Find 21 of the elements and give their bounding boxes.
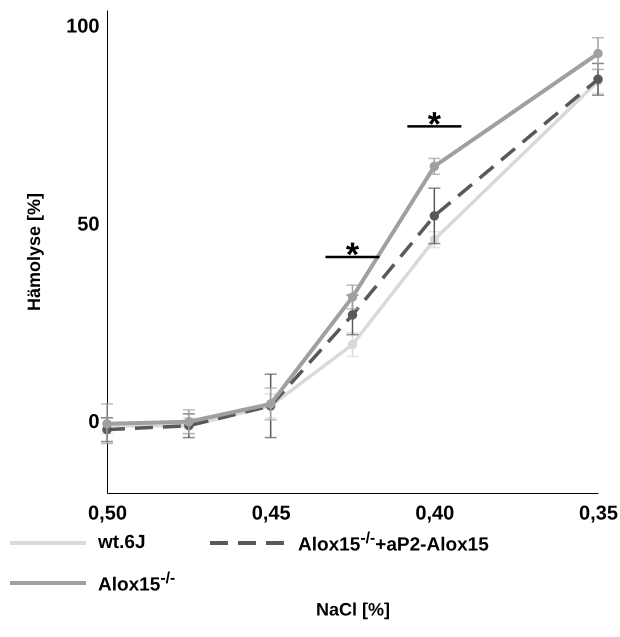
y-tick-label: 0: [88, 411, 100, 434]
y-tick-label: 100: [66, 15, 100, 38]
x-tick-label: 0,50: [88, 502, 127, 524]
x-tick-label: 0,35: [579, 502, 618, 524]
point: [593, 48, 603, 58]
legend-label: Alox15$^{-/-}$: [98, 570, 176, 597]
x-tick-label: 0,40: [415, 502, 454, 524]
legend-label: wt.6J: [98, 532, 146, 554]
y-tick-label: 50: [77, 213, 100, 236]
point: [430, 211, 440, 221]
point: [348, 310, 358, 320]
point: [348, 292, 358, 302]
x-axis-title: NaCl [%]: [316, 600, 390, 620]
point: [348, 340, 358, 350]
legend-label: Alox15$^{-/-}$+aP2-Alox15: [298, 530, 489, 556]
y-axis-title: Hämolyse [%]: [24, 192, 44, 312]
annotation: *: [428, 105, 442, 144]
x-tick-label: 0,45: [252, 502, 291, 524]
point: [430, 162, 440, 172]
annotation: *: [346, 236, 360, 274]
point: [184, 417, 194, 426]
